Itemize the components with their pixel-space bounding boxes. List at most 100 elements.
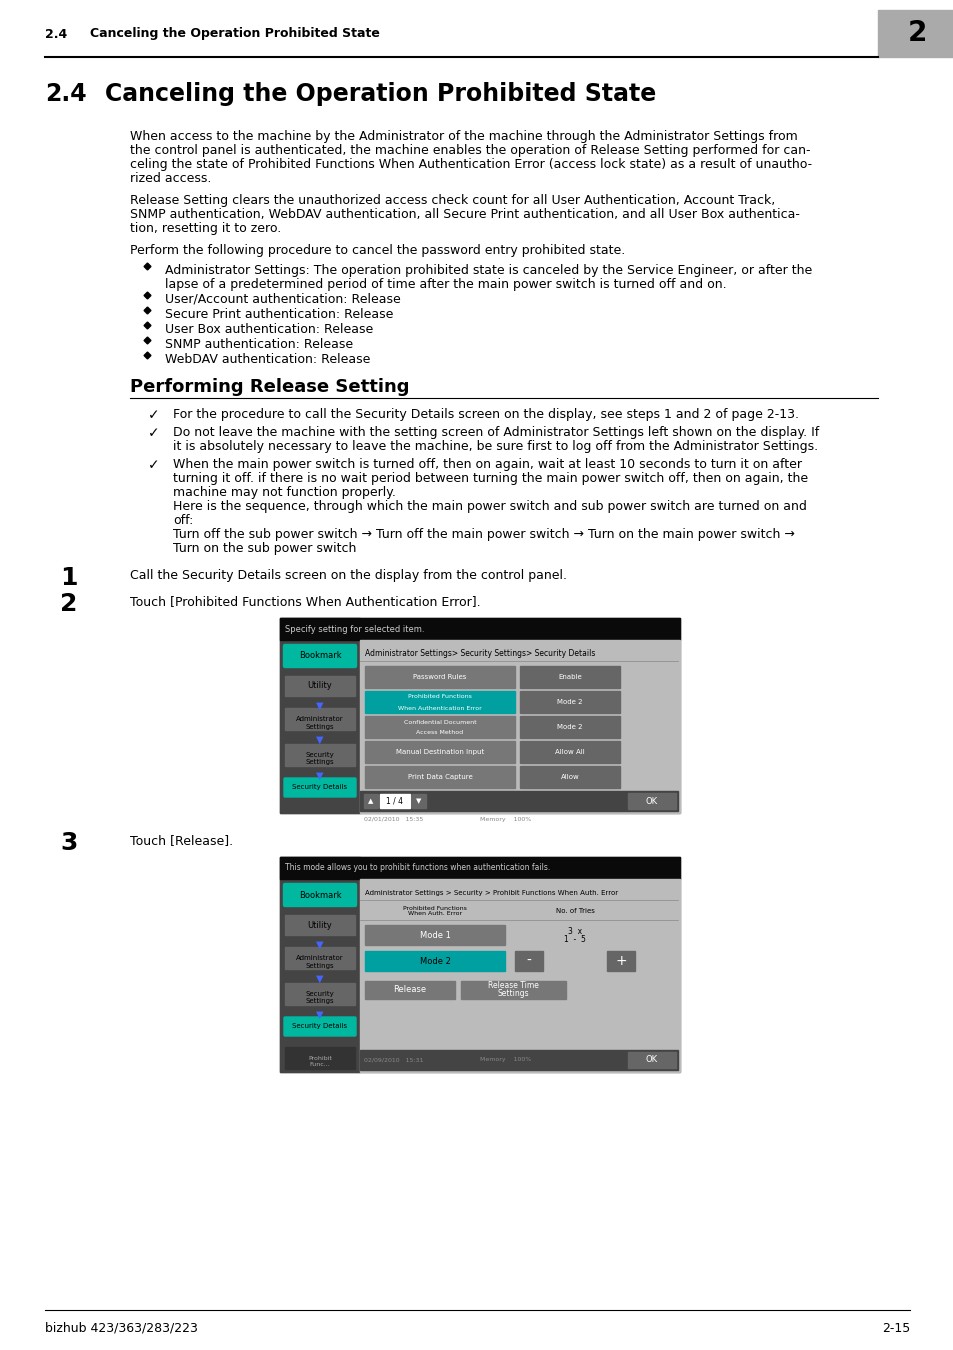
Text: Mode 2: Mode 2 bbox=[557, 699, 582, 705]
Text: Prohibited Functions: Prohibited Functions bbox=[408, 694, 472, 699]
Text: 2.4: 2.4 bbox=[45, 82, 87, 107]
Bar bbox=[285, 676, 355, 697]
Text: ▼: ▼ bbox=[315, 940, 323, 950]
Bar bbox=[285, 1048, 355, 1069]
Text: User Box authentication: Release: User Box authentication: Release bbox=[165, 323, 373, 336]
Text: Release Time: Release Time bbox=[487, 981, 537, 991]
Text: ✓: ✓ bbox=[148, 408, 159, 423]
Text: Settings: Settings bbox=[305, 724, 334, 730]
Bar bbox=[365, 666, 515, 688]
Text: rized access.: rized access. bbox=[130, 171, 212, 185]
Text: Settings: Settings bbox=[305, 963, 334, 969]
Text: +: + bbox=[615, 954, 626, 968]
Text: WebDAV authentication: Release: WebDAV authentication: Release bbox=[165, 352, 370, 366]
Text: Canceling the Operation Prohibited State: Canceling the Operation Prohibited State bbox=[105, 82, 656, 107]
Text: Memory    100%: Memory 100% bbox=[479, 817, 531, 822]
Text: Bookmark: Bookmark bbox=[298, 652, 341, 660]
Text: Settings: Settings bbox=[305, 998, 334, 1004]
Bar bbox=[285, 983, 355, 1004]
Text: celing the state of Prohibited Functions When Authentication Error (access lock : celing the state of Prohibited Functions… bbox=[130, 158, 811, 171]
Text: User/Account authentication: Release: User/Account authentication: Release bbox=[165, 293, 400, 306]
Text: Security Details: Security Details bbox=[293, 1023, 347, 1029]
Bar bbox=[519, 716, 619, 738]
Bar bbox=[379, 794, 410, 809]
Text: turning it off. if there is no wait period between turning the main power switch: turning it off. if there is no wait peri… bbox=[172, 472, 807, 485]
Text: 1  -  5: 1 - 5 bbox=[563, 934, 585, 944]
Bar bbox=[412, 794, 426, 809]
Text: When the main power switch is turned off, then on again, wait at least 10 second: When the main power switch is turned off… bbox=[172, 458, 801, 471]
Bar bbox=[280, 857, 359, 1072]
Text: ▼: ▼ bbox=[315, 701, 323, 711]
Text: Manual Destination Input: Manual Destination Input bbox=[395, 749, 483, 755]
Text: Access Method: Access Method bbox=[416, 730, 463, 736]
Text: 2: 2 bbox=[60, 593, 77, 616]
Bar bbox=[285, 915, 355, 936]
Text: Settings: Settings bbox=[305, 759, 334, 765]
Text: Administrator: Administrator bbox=[295, 954, 343, 961]
Bar bbox=[359, 640, 679, 813]
Bar bbox=[606, 950, 635, 971]
Bar bbox=[359, 1050, 678, 1071]
Text: Func...: Func... bbox=[310, 1061, 330, 1067]
FancyBboxPatch shape bbox=[284, 1017, 355, 1035]
Text: 2: 2 bbox=[906, 19, 925, 47]
Bar bbox=[365, 950, 504, 971]
Bar bbox=[365, 716, 515, 738]
Text: 1: 1 bbox=[60, 566, 77, 590]
Text: Prohibited Functions
When Auth. Error: Prohibited Functions When Auth. Error bbox=[402, 906, 466, 917]
Bar bbox=[519, 691, 619, 713]
Text: ▼: ▼ bbox=[315, 771, 323, 782]
Bar bbox=[285, 946, 355, 969]
Text: -: - bbox=[526, 954, 531, 968]
Text: ✓: ✓ bbox=[148, 427, 159, 440]
Bar bbox=[280, 857, 679, 1072]
Bar bbox=[519, 666, 619, 688]
Bar bbox=[359, 791, 678, 811]
Text: Release: Release bbox=[393, 986, 426, 995]
Bar bbox=[285, 744, 355, 765]
Text: 3: 3 bbox=[60, 832, 77, 855]
Text: OK: OK bbox=[645, 796, 658, 806]
Text: bizhub 423/363/283/223: bizhub 423/363/283/223 bbox=[45, 1322, 197, 1335]
Text: Touch [Release].: Touch [Release]. bbox=[130, 834, 233, 846]
Bar bbox=[519, 765, 619, 788]
Text: Bookmark: Bookmark bbox=[298, 891, 341, 899]
Text: Here is the sequence, through which the main power switch and sub power switch a: Here is the sequence, through which the … bbox=[172, 500, 806, 513]
Text: OK: OK bbox=[645, 1056, 658, 1065]
Bar bbox=[877, 9, 953, 57]
Bar bbox=[519, 741, 619, 763]
Bar bbox=[460, 981, 565, 999]
Text: tion, resetting it to zero.: tion, resetting it to zero. bbox=[130, 221, 281, 235]
Text: Release Setting clears the unauthorized access check count for all User Authenti: Release Setting clears the unauthorized … bbox=[130, 194, 775, 207]
Text: 2.4: 2.4 bbox=[45, 27, 67, 40]
Bar bbox=[515, 950, 542, 971]
Text: Specify setting for selected item.: Specify setting for selected item. bbox=[285, 625, 424, 633]
Text: No. of Tries: No. of Tries bbox=[555, 909, 594, 914]
Text: Allow All: Allow All bbox=[555, 749, 584, 755]
Bar bbox=[364, 794, 377, 809]
Text: Turn on the sub power switch: Turn on the sub power switch bbox=[172, 541, 356, 555]
Text: lapse of a predetermined period of time after the main power switch is turned of: lapse of a predetermined period of time … bbox=[165, 278, 726, 292]
Text: off:: off: bbox=[172, 514, 193, 526]
Text: Administrator Settings> Security Settings> Security Details: Administrator Settings> Security Setting… bbox=[365, 649, 595, 659]
Bar bbox=[365, 925, 504, 945]
Text: Call the Security Details screen on the display from the control panel.: Call the Security Details screen on the … bbox=[130, 568, 566, 582]
Text: ▼: ▼ bbox=[416, 798, 421, 805]
Text: Performing Release Setting: Performing Release Setting bbox=[130, 378, 409, 396]
Bar bbox=[365, 765, 515, 788]
Text: When Authentication Error: When Authentication Error bbox=[397, 706, 481, 710]
Text: ▼: ▼ bbox=[315, 973, 323, 984]
Text: the control panel is authenticated, the machine enables the operation of Release: the control panel is authenticated, the … bbox=[130, 144, 810, 157]
Text: Secure Print authentication: Release: Secure Print authentication: Release bbox=[165, 308, 393, 321]
Bar bbox=[280, 618, 679, 813]
Text: Touch [Prohibited Functions When Authentication Error].: Touch [Prohibited Functions When Authent… bbox=[130, 595, 480, 608]
Text: ▼: ▼ bbox=[315, 1010, 323, 1021]
Text: Administrator: Administrator bbox=[295, 716, 343, 722]
Text: Perform the following procedure to cancel the password entry prohibited state.: Perform the following procedure to cance… bbox=[130, 244, 624, 256]
Text: 02/01/2010   15:35: 02/01/2010 15:35 bbox=[364, 817, 423, 822]
Bar bbox=[280, 618, 359, 813]
Text: Do not leave the machine with the setting screen of Administrator Settings left : Do not leave the machine with the settin… bbox=[172, 427, 819, 439]
Text: 1 / 4: 1 / 4 bbox=[386, 796, 403, 806]
Text: ▲: ▲ bbox=[368, 798, 374, 805]
Text: Security: Security bbox=[305, 991, 334, 998]
